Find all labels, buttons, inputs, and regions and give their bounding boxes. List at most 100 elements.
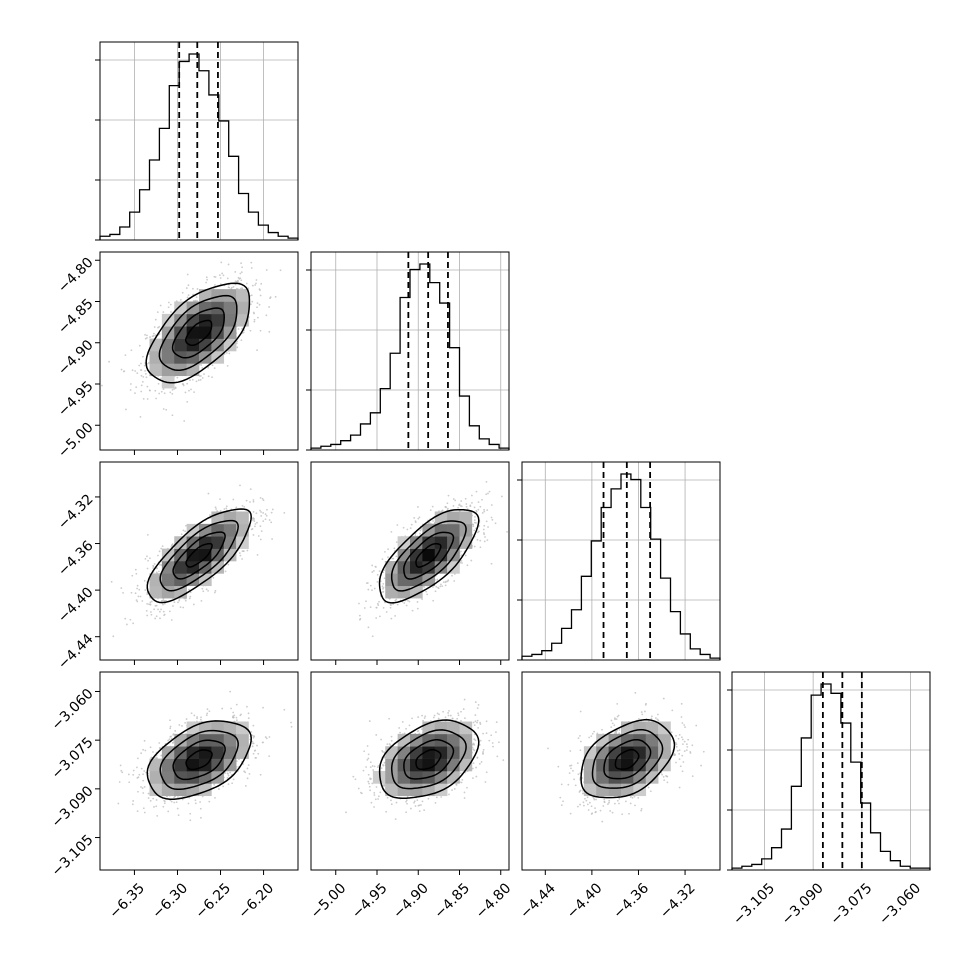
scatter-point <box>471 494 473 497</box>
scatter-point <box>270 511 273 514</box>
scatter-point <box>171 392 174 395</box>
scatter-point <box>163 602 166 605</box>
scatter-point <box>268 736 271 738</box>
density-cell <box>211 289 225 302</box>
scatter-point <box>446 580 449 583</box>
scatter-point <box>179 606 182 609</box>
panel-frame <box>521 461 721 661</box>
scatter-point <box>262 499 265 502</box>
scatter-point <box>372 569 375 572</box>
scatter-point <box>122 370 125 373</box>
scatter-point <box>226 364 229 367</box>
scatter-point <box>140 384 143 387</box>
scatter-point <box>192 300 195 302</box>
scatter-point <box>160 608 162 611</box>
scatter-point <box>193 714 196 717</box>
scatter-point <box>383 577 386 580</box>
scatter-point <box>149 611 152 613</box>
scatter-point <box>383 569 386 571</box>
scatter-point <box>256 302 259 304</box>
scatter-point <box>167 306 170 309</box>
scatter-point <box>414 521 417 524</box>
scatter-point <box>158 550 161 553</box>
scatter-point <box>146 334 148 337</box>
density-cell <box>186 363 200 377</box>
scatter-point <box>183 420 186 422</box>
scatter-point <box>136 372 139 375</box>
scatter-point <box>129 383 132 385</box>
scatter-point <box>222 785 225 788</box>
scatter-point <box>218 274 221 277</box>
scatter-point <box>259 509 261 512</box>
scatter-point <box>247 287 250 290</box>
scatter-point <box>187 802 190 805</box>
scatter-point <box>408 600 411 603</box>
scatter-point <box>485 480 488 483</box>
scatter-point <box>378 570 381 573</box>
scatter-point <box>245 282 248 285</box>
contour-level-3 <box>390 520 467 592</box>
scatter-point <box>182 384 185 387</box>
scatter-point <box>142 792 145 794</box>
scatter-point <box>260 515 263 517</box>
scatter-point <box>490 504 493 506</box>
density-cell <box>199 326 212 339</box>
scatter-point <box>171 388 174 391</box>
scatter-point <box>232 711 235 714</box>
scatter-point <box>241 550 244 553</box>
scatter-point <box>110 580 113 583</box>
density-cell <box>223 301 237 315</box>
scatter-point <box>249 303 252 306</box>
scatter-point <box>197 379 200 382</box>
scatter-point <box>144 557 147 560</box>
density-cell <box>236 511 249 525</box>
scatter-point <box>219 277 222 279</box>
scatter-point <box>162 610 165 613</box>
scatter-point <box>241 266 244 269</box>
scatter-point <box>189 591 192 594</box>
scatter-point <box>206 278 209 281</box>
scatter-point <box>240 279 243 282</box>
scatter-point <box>190 712 193 715</box>
scatter-point <box>146 555 148 558</box>
scatter-point <box>256 349 258 352</box>
density-cell <box>223 313 237 327</box>
scatter-point <box>253 518 256 520</box>
contour-level-4 <box>145 282 251 384</box>
scatter-point <box>146 567 149 570</box>
scatter-point <box>153 326 156 328</box>
scatter-point <box>230 286 233 289</box>
scatter-point <box>473 521 476 524</box>
scatter-point <box>186 400 189 403</box>
scatter-point <box>199 801 201 803</box>
scatter-point <box>243 505 246 508</box>
scatter-point <box>369 606 372 609</box>
scatter-point <box>143 811 146 814</box>
scatter-point <box>413 517 416 519</box>
scatter-point <box>218 788 220 790</box>
scatter-point <box>138 344 141 347</box>
scatter-point <box>434 590 437 593</box>
scatter-point <box>390 617 393 620</box>
scatter-point <box>256 306 258 309</box>
scatter-point <box>156 311 159 313</box>
scatter-point <box>188 588 190 591</box>
scatter-point <box>390 530 393 533</box>
scatter-point <box>382 606 385 609</box>
scatter-point <box>219 283 222 286</box>
scatter-point <box>154 318 157 321</box>
scatter-point <box>222 274 225 277</box>
scatter-point <box>177 814 180 816</box>
scatter-point <box>271 508 274 511</box>
scatter-point <box>238 758 240 761</box>
scatter-point <box>192 287 194 290</box>
scatter-point <box>154 757 157 759</box>
scatter-point <box>142 779 145 782</box>
scatter-point <box>429 509 432 512</box>
scatter-point <box>444 584 447 587</box>
scatter-point <box>145 376 148 379</box>
density-cell <box>161 363 175 377</box>
scatter-point <box>473 506 476 509</box>
scatter-point <box>367 626 370 629</box>
scatter-point <box>255 279 258 281</box>
